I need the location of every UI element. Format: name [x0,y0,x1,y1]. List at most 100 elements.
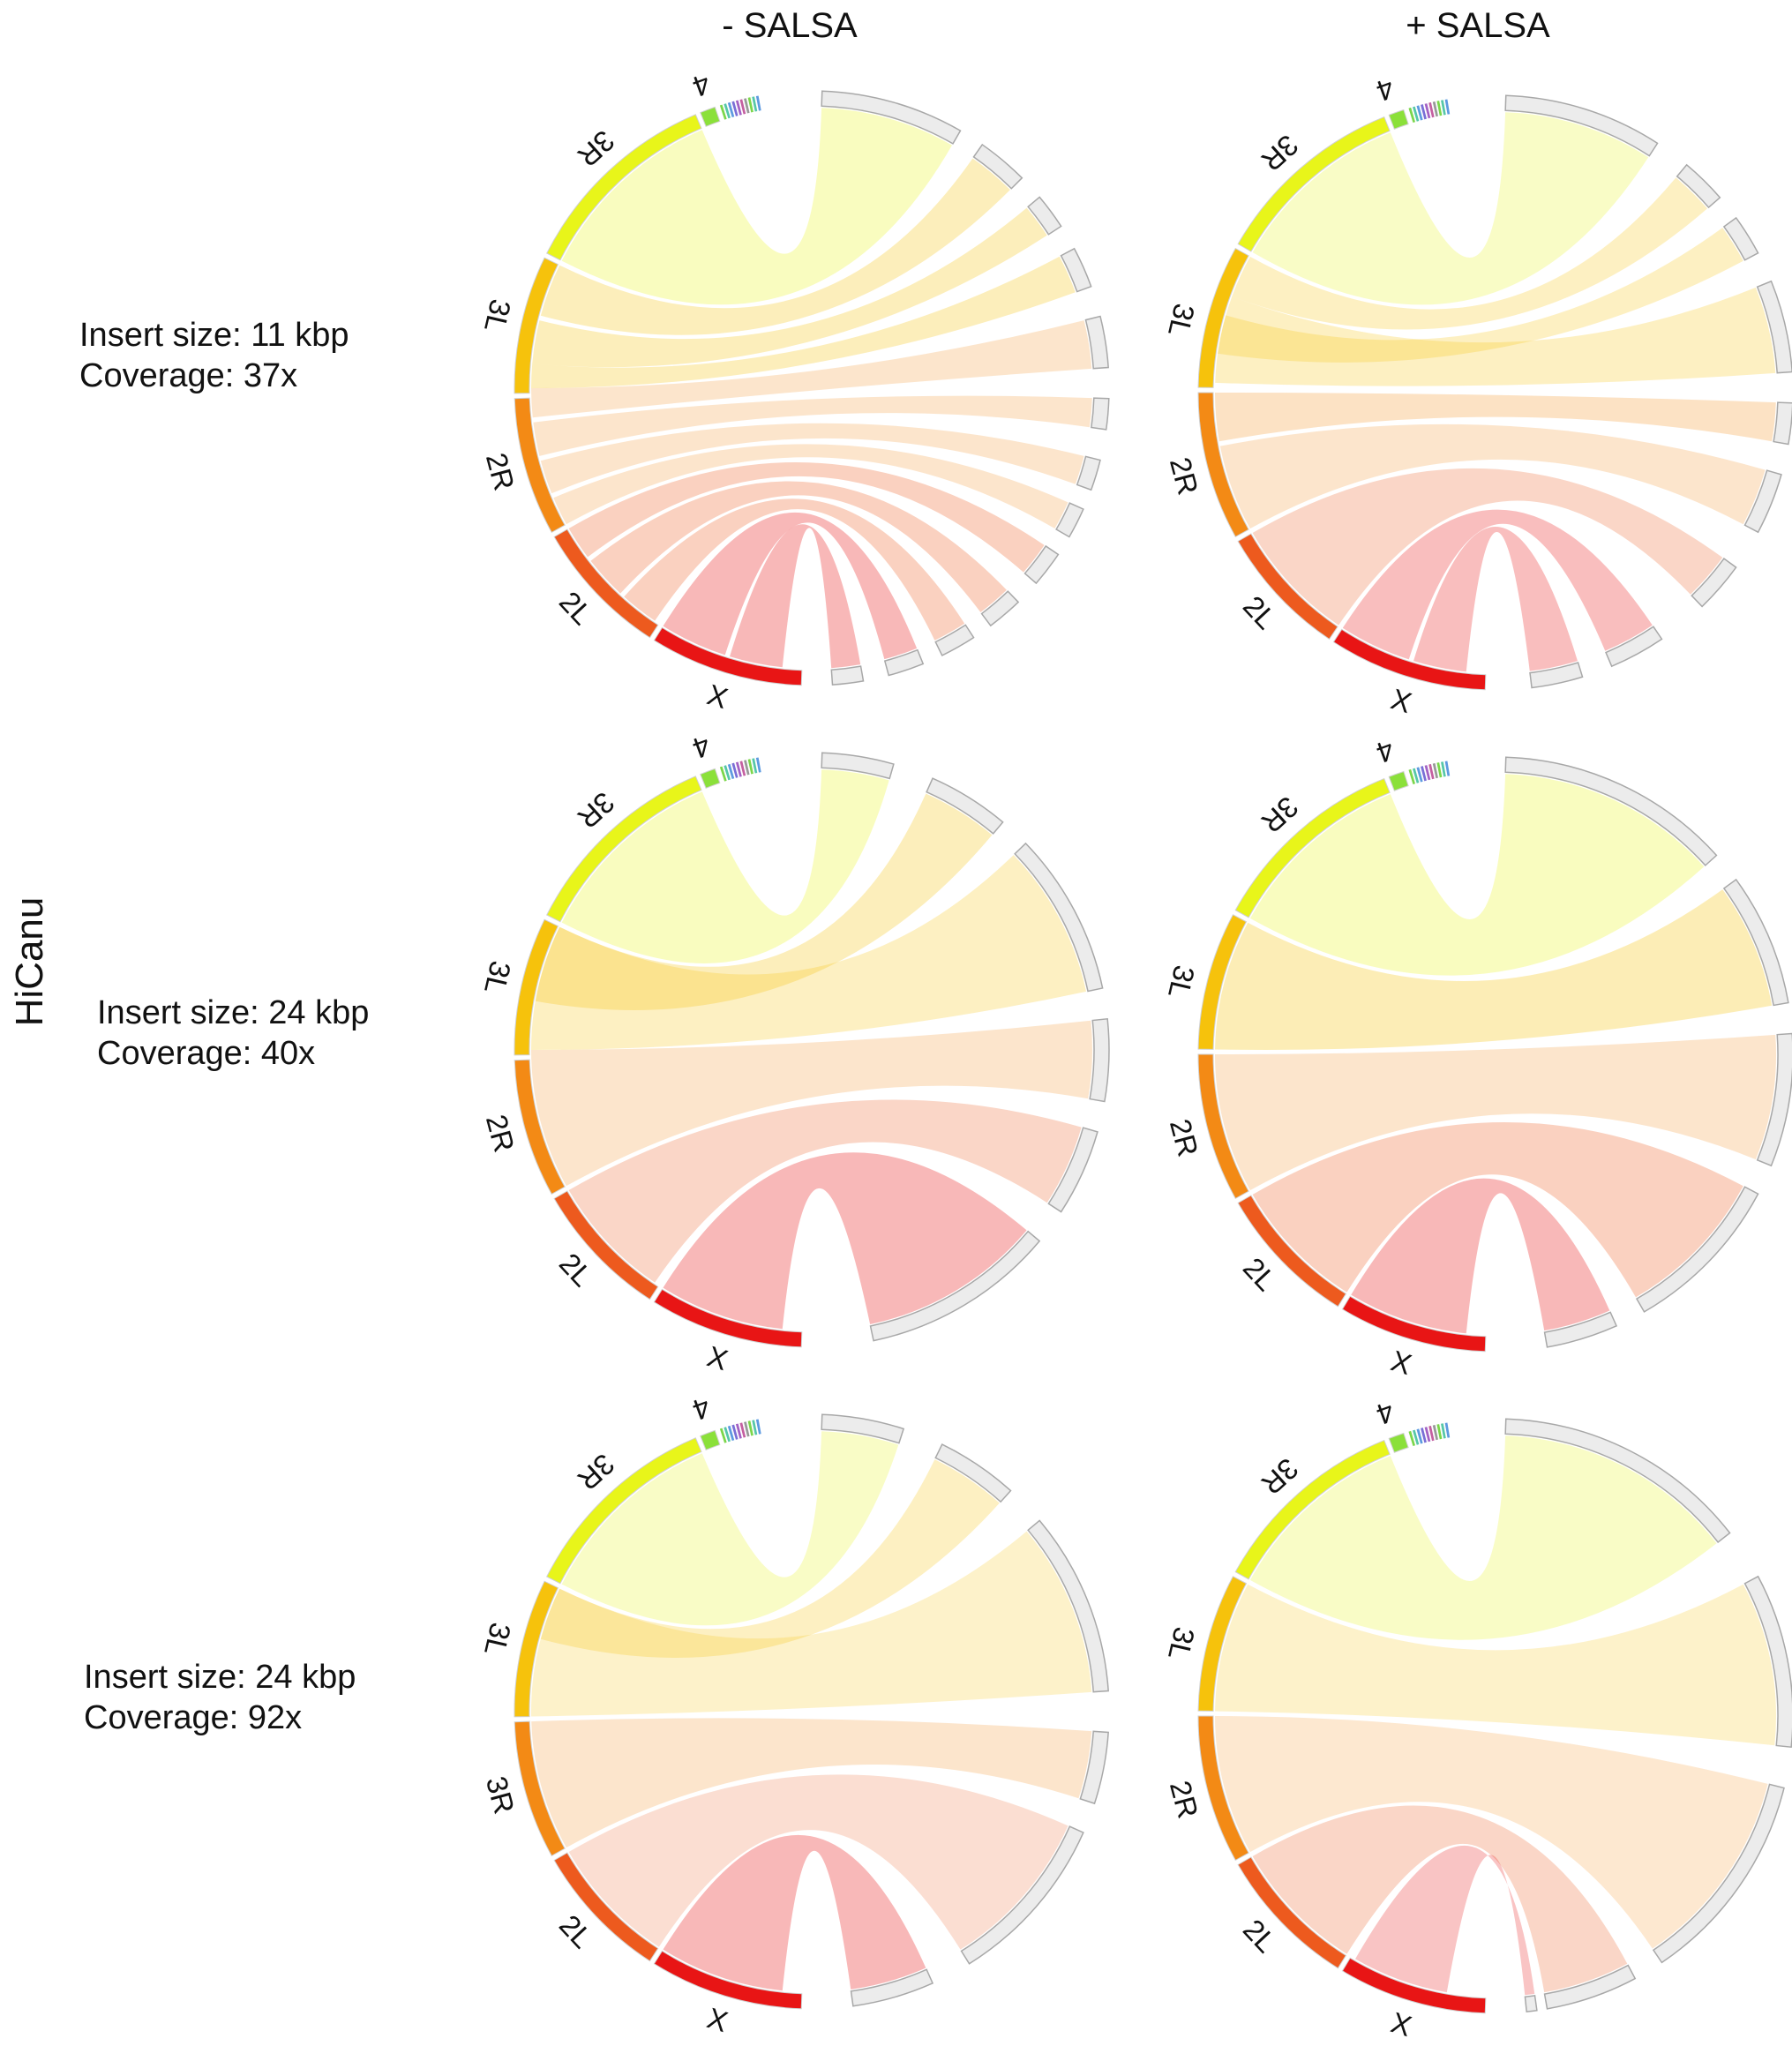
chromosome-arc-4 [1388,1432,1409,1453]
small-scaffold-arc [1421,766,1427,782]
small-scaffold-arc [752,758,758,774]
contig-arc [972,143,1023,190]
column-title-plus-salsa: + SALSA [1406,6,1550,45]
contig-arc [1676,163,1721,209]
chord-ribbon [531,320,1092,418]
chromosome-label: 2L [553,585,599,631]
chromosome-arc-x [653,1288,803,1348]
chromosome-arc-2l [553,1852,659,1962]
contig-arc [1543,1311,1618,1348]
contig-arc [1060,247,1092,293]
chord-ribbon [531,1531,1092,1717]
small-scaffold-arc [755,757,761,773]
column-title-minus-salsa: - SALSA [722,6,858,45]
small-scaffold-arc [739,99,746,115]
small-scaffold-arc [1444,761,1451,776]
chord-ribbon [1215,1584,1776,1746]
chord-ribbon [568,1774,1068,1950]
chord-ribbon [1215,1716,1768,1949]
small-scaffold-arc [1421,1428,1427,1443]
contig-arc [1543,1964,1637,2010]
small-scaffold-arc [727,763,735,780]
small-scaffold-arc [724,1427,731,1443]
small-scaffold-arc [755,1419,761,1435]
small-scaffold-arc [724,103,731,119]
small-scaffold-arc [1441,761,1446,777]
row-1-coverage: Coverage: 37x [79,357,297,394]
small-scaffold-arc [1412,1429,1420,1445]
chromosome-label: X [703,2001,731,2038]
contig-arc [934,624,975,656]
chord-ribbon [1252,468,1723,626]
chromosome-label: 3R [480,1772,521,1817]
contig-arc [1079,1730,1109,1805]
chord-ribbon [663,1152,1027,1330]
chromosome-arc-2l [1237,533,1338,641]
chromosome-label: 2L [1237,1913,1283,1959]
contig-arc [821,752,895,780]
chromosome-arc-x [1341,1957,1487,2014]
small-scaffold-arc [752,96,758,112]
chromosome-arc-3r [546,1437,702,1585]
chromosome-label: 2L [1237,1251,1283,1297]
small-scaffold-arc [1424,1427,1431,1443]
small-scaffold-arc [755,95,761,111]
small-scaffold-arc [1436,1424,1443,1440]
contig-arc [850,1968,934,2007]
chord-ribbon [533,395,1092,456]
contig-arc [1027,1519,1109,1693]
assembler-side-label: HiCanu [8,897,51,1027]
contig-arc [1529,662,1584,689]
chord-ribbon [531,1020,1092,1187]
chromosome-label: X [1387,682,1415,719]
chromosome-arc-3l [1197,914,1248,1050]
chord-ribbon [531,256,1076,388]
chromosome-label: 4 [1372,733,1398,769]
chord-ribbon [540,158,1010,335]
contig-arc [1743,1575,1792,1749]
chromosome-arc-x [653,626,803,686]
chord-ribbon [1413,527,1578,672]
chromosome-arc-3l [1197,1576,1248,1712]
chord-ribbon [561,108,952,305]
chromosome-label: 4 [688,67,715,103]
small-scaffold-arc [731,101,739,116]
small-scaffold-arc [719,1428,727,1443]
chord-ribbon [663,512,918,660]
contig-arc [1014,842,1104,993]
chromosome-arc-2l [1237,1856,1347,1969]
chord-panel-r2-plus-salsa: 4 3R 3L 2R 2L X [1162,733,1792,1381]
chord-panel-r3-plus-salsa: 4 3R 3L 2R 2L X [1162,1395,1792,2042]
small-scaffold-arc [719,104,727,120]
small-scaffold-arc [724,765,731,781]
chord-ribbon [568,1099,1082,1283]
chromosome-label: 4 [1372,71,1398,108]
small-scaffold-arc [1444,99,1451,115]
small-scaffold-arc [1428,1426,1435,1442]
chromosome-label: 3L [478,958,517,997]
contig-arc [926,777,1004,835]
contig-arc [960,1825,1084,1965]
small-scaffold-arc [727,1425,735,1442]
chromosome-arc-x [1341,1295,1487,1353]
contig-arc [1635,1186,1759,1313]
chromosome-label: 3R [1256,1452,1305,1502]
contig-arc [1743,469,1782,534]
chord-ribbon [561,769,889,963]
chord-ribbon [1355,1845,1535,1996]
chromosome-arc-4 [1388,109,1409,130]
chord-ribbon [531,1718,1092,1848]
chord-ribbon [1215,889,1773,1050]
small-scaffold-arc [1441,100,1446,116]
small-scaffold-arc [1421,104,1427,120]
chord-ribbon [1252,112,1649,305]
row-3-coverage: Coverage: 92x [84,1699,302,1736]
small-scaffold-arc [1416,767,1423,783]
chord-ribbon [540,423,1084,494]
chord-ribbon [1215,1034,1776,1191]
chromosome-label: 2L [553,1908,599,1954]
chord-panel-r1-minus-salsa: 4 3R 3L 2R 2L X [478,67,1110,715]
contig-arc [1084,315,1109,370]
contig-arc [1023,544,1060,585]
small-scaffold-arc [747,1420,754,1436]
